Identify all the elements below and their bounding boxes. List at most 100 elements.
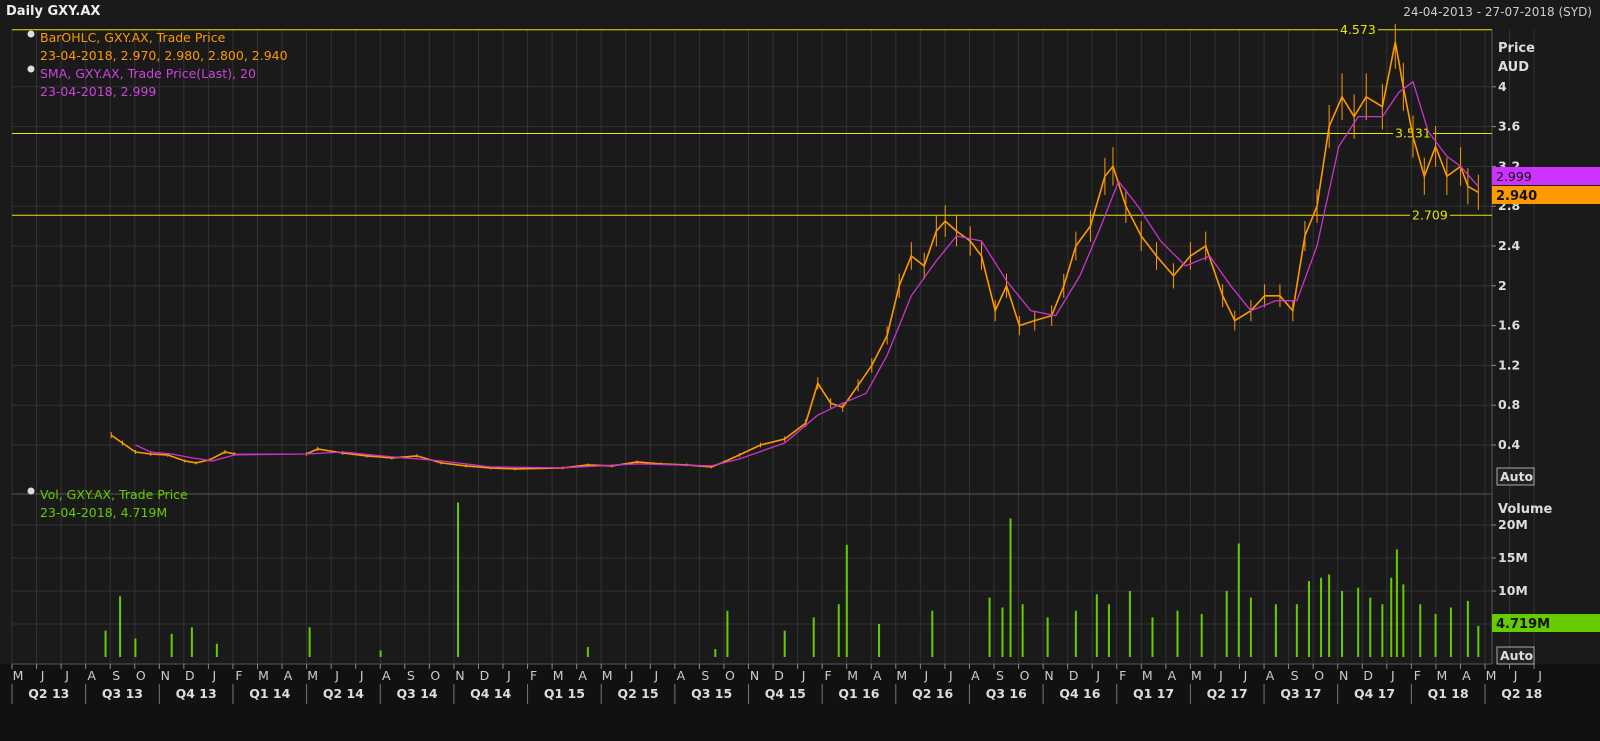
month-tick-label: J — [1390, 668, 1395, 683]
month-tick-label: A — [1168, 668, 1177, 683]
month-tick-label: J — [629, 668, 634, 683]
month-tick-label: F — [825, 668, 832, 683]
volume-bar — [190, 627, 193, 657]
price-tick-label: 0.8 — [1498, 397, 1520, 412]
volume-bar — [1009, 518, 1012, 657]
month-tick-label: F — [1119, 668, 1126, 683]
quarter-tick-label: Q4 13 — [176, 686, 217, 701]
legend-vol-name: Vol, GXY.AX, Trade Price — [40, 487, 188, 502]
month-tick-label: J — [1218, 668, 1223, 683]
price-tick-label: 4 — [1498, 79, 1507, 94]
volume-badge — [1492, 614, 1600, 632]
month-tick-label: J — [653, 668, 658, 683]
month-tick-label: M — [1142, 668, 1153, 683]
month-tick-label: A — [971, 668, 980, 683]
month-tick-label: J — [1513, 668, 1518, 683]
month-tick-label: M — [1191, 668, 1202, 683]
month-tick-label: J — [1095, 668, 1100, 683]
chart-title: Daily GXY.AX — [6, 4, 101, 19]
month-tick-label: A — [578, 668, 587, 683]
month-tick-label: N — [1339, 668, 1348, 683]
month-tick-label: J — [359, 668, 364, 683]
volume-bar — [1328, 574, 1331, 657]
month-tick-label: D — [1363, 668, 1373, 683]
quarter-tick-label: Q1 18 — [1428, 686, 1469, 701]
volume-bar — [1357, 587, 1360, 657]
price-auto-button[interactable] — [1496, 467, 1535, 486]
volume-bar — [1390, 577, 1393, 657]
month-tick-label: J — [1537, 668, 1542, 683]
month-tick-label: A — [1462, 668, 1471, 683]
quarter-tick-label: Q2 18 — [1501, 686, 1542, 701]
volume-bar — [1128, 591, 1131, 657]
volume-bar — [1107, 604, 1110, 657]
volume-bar — [1341, 591, 1344, 657]
quarter-tick-label: Q4 16 — [1059, 686, 1100, 701]
level-label-bg — [1338, 24, 1378, 37]
legend-ohlc-icon[interactable] — [27, 30, 35, 38]
volume-bar — [783, 630, 786, 657]
volume-bar — [1402, 584, 1405, 657]
month-tick-label: N — [455, 668, 464, 683]
month-tick-label: F — [1414, 668, 1421, 683]
legend-vol-icon[interactable] — [27, 487, 35, 495]
volume-badge-text: 4.719M — [1496, 617, 1550, 632]
quarter-tick-label: Q2 14 — [323, 686, 364, 701]
volume-bar — [931, 610, 934, 657]
volume-bar — [586, 647, 589, 657]
volume-tick-label: 15M — [1498, 550, 1528, 565]
price-tick-label: 1.6 — [1498, 318, 1520, 333]
month-tick-label: N — [161, 668, 170, 683]
volume-bar — [812, 617, 815, 657]
month-tick-label: S — [407, 668, 415, 683]
month-tick-label: S — [996, 668, 1004, 683]
volume-bar — [1466, 600, 1469, 657]
volume-bar — [1249, 597, 1252, 657]
price-tick-label: 2.4 — [1498, 238, 1520, 253]
month-tick-label: M — [1437, 668, 1448, 683]
price-tick-label: 1.2 — [1498, 357, 1520, 372]
month-tick-label: N — [750, 668, 759, 683]
level-label: 2.709 — [1412, 207, 1448, 222]
quarter-tick-label: Q1 14 — [249, 686, 290, 701]
legend-ohlc-values: 23-04-2018, 2.970, 2.980, 2.800, 2.940 — [40, 48, 288, 63]
volume-bar — [1274, 604, 1277, 657]
month-tick-label: O — [1314, 668, 1324, 683]
volume-bar — [1434, 614, 1437, 657]
volume-bar — [1395, 549, 1398, 657]
month-tick-label: A — [382, 668, 391, 683]
volume-bar — [1237, 543, 1240, 657]
quarter-tick-label: Q4 14 — [470, 686, 511, 701]
month-tick-label: J — [948, 668, 953, 683]
quarter-tick-label: Q3 16 — [986, 686, 1027, 701]
price-series — [110, 24, 1479, 471]
legend-sma-icon[interactable] — [27, 65, 35, 73]
title-bar: Daily GXY.AX 24-04-2013 - 27-07-2018 (SY… — [0, 0, 1600, 25]
sma-badge-text: 2.999 — [1496, 169, 1532, 184]
volume-bar — [845, 544, 848, 657]
month-tick-label: M — [13, 668, 24, 683]
month-tick-label: J — [924, 668, 929, 683]
month-tick-label: M — [307, 668, 318, 683]
volume-bar — [119, 596, 122, 657]
month-tick-label: S — [701, 668, 709, 683]
volume-bar — [1295, 604, 1298, 657]
month-tick-label: O — [136, 668, 146, 683]
volume-bar — [988, 597, 991, 657]
month-tick-label: O — [430, 668, 440, 683]
month-tick-label: J — [506, 668, 511, 683]
legend-sma-values: 23-04-2018, 2.999 — [40, 84, 156, 99]
volume-bars — [104, 502, 1480, 657]
price-axis-title: Price — [1498, 41, 1535, 56]
volume-bar — [457, 502, 460, 657]
volume-bar — [1151, 617, 1154, 657]
volume-auto-button[interactable] — [1496, 646, 1535, 665]
quarter-tick-label: Q1 16 — [838, 686, 879, 701]
volume-bar — [1320, 577, 1323, 657]
month-tick-label: A — [87, 668, 96, 683]
volume-bar — [104, 630, 107, 657]
volume-bar — [1307, 581, 1310, 657]
price-tick-label: 0.4 — [1498, 437, 1520, 452]
